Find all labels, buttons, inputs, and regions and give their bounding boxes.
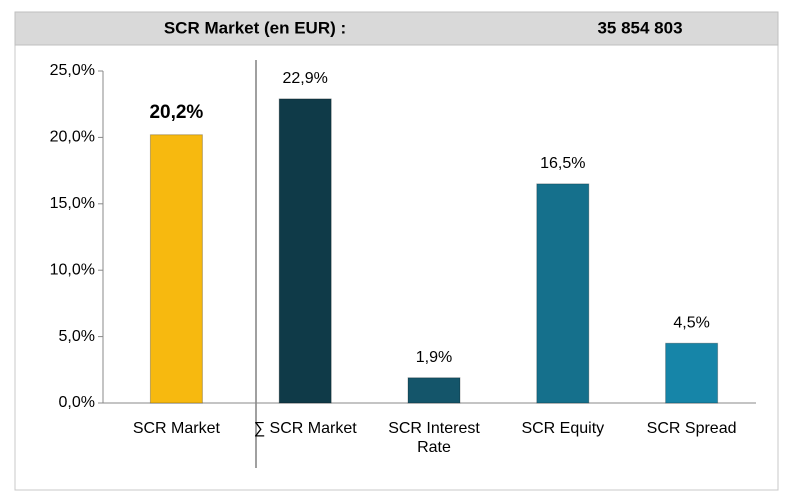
y-tick-label: 25,0% — [50, 62, 95, 79]
bar — [407, 377, 461, 404]
x-tick-label: SCR Spread — [646, 420, 737, 437]
x-tick-label: SCR Equity — [521, 420, 605, 437]
x-tick-label: SCR Interest Rate — [388, 420, 480, 456]
y-tick-label: 20,0% — [50, 129, 95, 146]
chart-title: SCR Market (en EUR) : — [164, 18, 346, 37]
value-label: 16,5% — [540, 155, 585, 172]
header-value: 35 854 803 — [597, 18, 682, 37]
header-band — [14, 11, 779, 46]
y-tick-label: 10,0% — [50, 261, 95, 278]
y-tick-label: 0,0% — [59, 394, 95, 411]
value-label: 22,9% — [283, 70, 328, 87]
bar — [149, 134, 203, 404]
value-label: 4,5% — [673, 314, 709, 331]
y-tick-label: 5,0% — [59, 328, 95, 345]
value-label: 1,9% — [416, 349, 452, 366]
y-tick-label: 15,0% — [50, 195, 95, 212]
bar — [665, 342, 719, 404]
x-tick-label: ∑ SCR Market — [253, 420, 357, 437]
bar — [536, 183, 590, 404]
x-tick-label: SCR Market — [132, 420, 220, 437]
bar — [278, 98, 332, 404]
value-label: 20,2% — [149, 102, 203, 123]
